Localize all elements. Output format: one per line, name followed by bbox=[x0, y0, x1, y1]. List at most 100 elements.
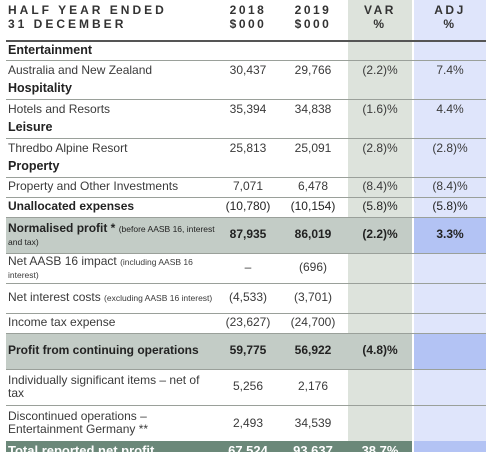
value-var bbox=[348, 312, 412, 333]
value-adj: (2.8)% bbox=[414, 137, 486, 158]
value-2019: 29,766 bbox=[278, 59, 348, 80]
row-label-note: (before AASB 16, interest and tax) bbox=[8, 223, 215, 247]
value-2019: (3,701) bbox=[278, 282, 348, 313]
value-var: (2.8)% bbox=[348, 137, 412, 158]
row-label-main: Normalised profit * bbox=[8, 220, 116, 235]
row-label: Australia and New Zealand bbox=[6, 59, 218, 80]
value-2018: (23,627) bbox=[218, 312, 278, 333]
value-var bbox=[348, 282, 412, 313]
value-2018: (4,533) bbox=[218, 282, 278, 313]
value-2019: 2,176 bbox=[278, 368, 348, 405]
value-2018: 87,935 bbox=[218, 216, 278, 253]
value-var: 38.7% bbox=[348, 441, 412, 452]
table-row: Australia and New Zealand 30,437 29,766 … bbox=[6, 59, 486, 80]
col-2019-year: 2019 bbox=[294, 3, 332, 17]
section-entertainment: Entertainment bbox=[8, 42, 93, 57]
period-header: HALF YEAR ENDED 31 DECEMBER bbox=[6, 3, 218, 42]
row-label: Unallocated expenses bbox=[6, 196, 218, 217]
value-var: (4.8)% bbox=[348, 332, 412, 369]
table-row: Property and Other Investments 7,071 6,4… bbox=[6, 176, 486, 197]
section-leisure: Leisure bbox=[8, 120, 53, 135]
row-label-main: Net interest costs bbox=[8, 290, 101, 305]
table-row: Hotels and Resorts 35,394 34,838 (1.6)% … bbox=[6, 98, 486, 119]
value-var bbox=[348, 252, 412, 283]
value-2018: 30,437 bbox=[218, 59, 278, 80]
value-2019: (24,700) bbox=[278, 312, 348, 333]
table-row: Net AASB 16 impact (including AASB 16 in… bbox=[6, 252, 486, 283]
value-var bbox=[348, 404, 412, 441]
section-property: Property bbox=[8, 159, 60, 174]
section-heading: Hospitality bbox=[6, 80, 486, 99]
col-var-unit: % bbox=[373, 16, 387, 31]
row-label: Thredbo Alpine Resort bbox=[6, 137, 218, 158]
row-label: Net interest costs (excluding AASB 16 in… bbox=[6, 282, 218, 313]
row-label: Individually significant items – net of … bbox=[6, 368, 218, 405]
value-adj bbox=[414, 252, 486, 283]
section-heading: Leisure bbox=[6, 119, 486, 138]
col-2018-year: 2018 bbox=[229, 3, 267, 17]
value-2018: 2,493 bbox=[218, 404, 278, 441]
value-var: (2.2)% bbox=[348, 216, 412, 253]
row-label: Discontinued operations – Entertainment … bbox=[6, 404, 218, 441]
value-var: (2.2)% bbox=[348, 59, 412, 80]
value-var bbox=[348, 368, 412, 405]
table-row: Individually significant items – net of … bbox=[6, 368, 486, 405]
value-var: (1.6)% bbox=[348, 98, 412, 119]
row-label: Normalised profit * (before AASB 16, int… bbox=[6, 216, 218, 253]
value-adj bbox=[414, 404, 486, 441]
row-label: Profit from continuing operations bbox=[6, 332, 218, 369]
table-row: Thredbo Alpine Resort 25,813 25,091 (2.8… bbox=[6, 137, 486, 158]
table-row: Net interest costs (excluding AASB 16 in… bbox=[6, 282, 486, 313]
row-label: Total reported net profit bbox=[6, 441, 218, 452]
col-var-header: VAR% bbox=[348, 3, 412, 42]
value-2019: 93,637 bbox=[278, 441, 348, 452]
row-label-note: (excluding AASB 16 interest) bbox=[104, 293, 213, 304]
value-2018: 25,813 bbox=[218, 137, 278, 158]
period-header-line1: HALF YEAR ENDED bbox=[8, 3, 167, 17]
col-2019-header: 2019 $000 bbox=[278, 3, 348, 42]
value-2019: (10,154) bbox=[278, 196, 348, 217]
table-row: Income tax expense (23,627) (24,700) bbox=[6, 312, 486, 333]
value-2018: 59,775 bbox=[218, 332, 278, 369]
table-row: Unallocated expenses (10,780) (10,154) (… bbox=[6, 196, 486, 217]
table-row: Discontinued operations – Entertainment … bbox=[6, 404, 486, 441]
value-adj: (5.8)% bbox=[414, 196, 486, 217]
value-2019: 56,922 bbox=[278, 332, 348, 369]
period-header-line2: 31 DECEMBER bbox=[8, 16, 127, 31]
value-2018: – bbox=[218, 252, 278, 283]
value-2019: 25,091 bbox=[278, 137, 348, 158]
row-label: Property and Other Investments bbox=[6, 176, 218, 197]
col-2019-unit: $000 bbox=[294, 16, 332, 31]
col-2018-unit: $000 bbox=[229, 16, 267, 31]
value-adj bbox=[414, 282, 486, 313]
value-2019: 34,539 bbox=[278, 404, 348, 441]
value-adj bbox=[414, 441, 486, 452]
value-adj: 3.3% bbox=[414, 216, 486, 253]
row-label: Hotels and Resorts bbox=[6, 98, 218, 119]
value-2018: 67,524 bbox=[218, 441, 278, 452]
col-adj-header: ADJ% bbox=[414, 3, 486, 42]
table-row-total: Total reported net profit 67,524 93,637 … bbox=[6, 441, 486, 452]
col-adj-title: ADJ bbox=[434, 3, 466, 17]
value-2019: (696) bbox=[278, 252, 348, 283]
row-label-main: Net AASB 16 impact bbox=[8, 253, 117, 268]
value-2019: 6,478 bbox=[278, 176, 348, 197]
value-2018: 5,256 bbox=[218, 368, 278, 405]
value-adj bbox=[414, 312, 486, 333]
table-row-normalised: Normalised profit * (before AASB 16, int… bbox=[6, 216, 486, 253]
value-2018: (10,780) bbox=[218, 196, 278, 217]
column-gap bbox=[412, 4, 414, 42]
profit-table: HALF YEAR ENDED 31 DECEMBER 2018 $000 2019… bbox=[6, 3, 486, 452]
section-hospitality: Hospitality bbox=[8, 81, 72, 96]
value-2018: 35,394 bbox=[218, 98, 278, 119]
value-adj: 4.4% bbox=[414, 98, 486, 119]
value-adj: (8.4)% bbox=[414, 176, 486, 197]
col-adj-unit: % bbox=[443, 16, 457, 31]
value-adj: 7.4% bbox=[414, 59, 486, 80]
value-2018: 7,071 bbox=[218, 176, 278, 197]
row-label: Income tax expense bbox=[6, 312, 218, 333]
value-adj bbox=[414, 368, 486, 405]
section-heading: Property bbox=[6, 158, 486, 177]
row-label: Net AASB 16 impact (including AASB 16 in… bbox=[6, 252, 218, 283]
